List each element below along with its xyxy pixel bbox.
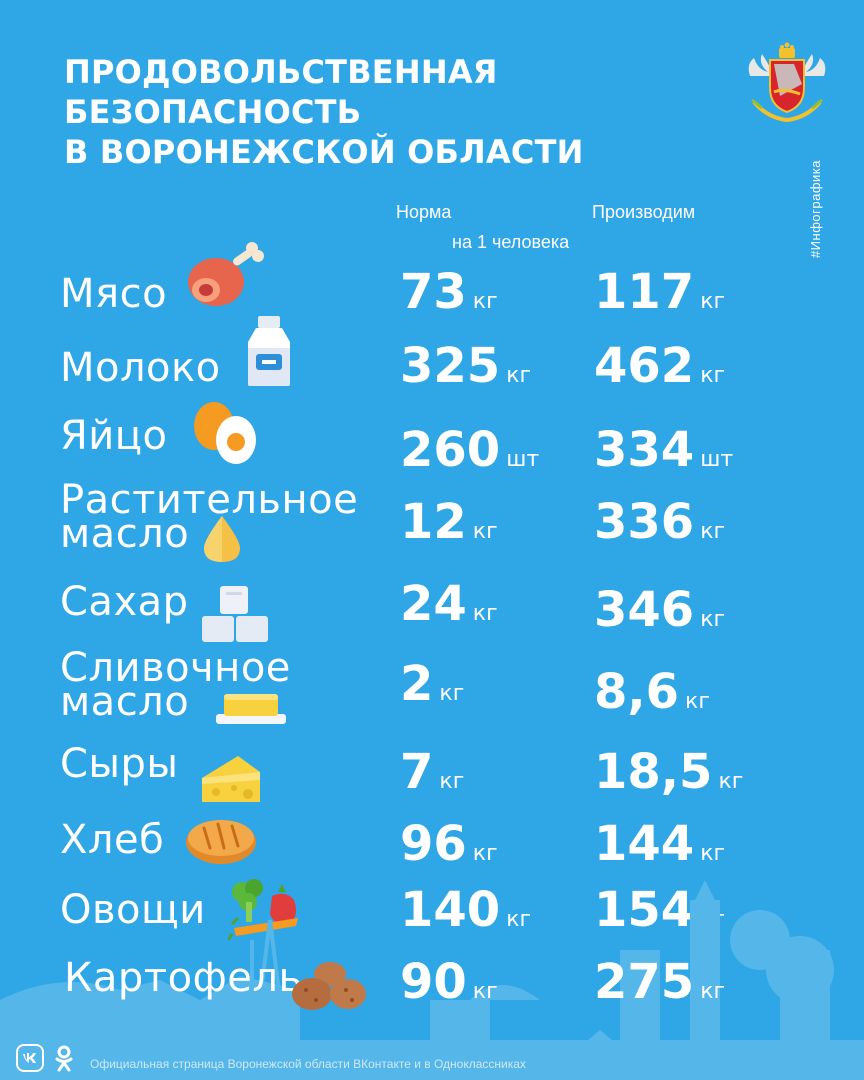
coat-of-arms-icon: [748, 42, 826, 123]
norm-value: 24 кг: [400, 580, 498, 638]
oil-drop-icon: [204, 516, 240, 562]
norm-value: 12 кг: [400, 498, 498, 556]
produce-value: 346 кг: [594, 586, 725, 644]
norm-unit: кг: [472, 289, 498, 314]
norm-value: 2 кг: [400, 660, 464, 718]
product-name: Яйцо: [60, 413, 168, 459]
norm-unit: кг: [439, 769, 465, 794]
produce-number: 144: [594, 816, 695, 872]
produce-value: 462 кг: [594, 342, 725, 400]
egg-icon: [194, 402, 256, 464]
potato-icon: [292, 962, 366, 1010]
produce-number: 154: [594, 882, 695, 938]
product-name: Мясо: [60, 271, 168, 317]
norm-unit: кг: [439, 681, 465, 706]
produce-value: 117 кг: [594, 268, 725, 326]
produce-unit: шт: [700, 447, 734, 472]
product-name-line-2: масло: [60, 511, 190, 557]
produce-unit: кг: [700, 841, 726, 866]
norm-number: 73: [400, 264, 467, 320]
norm-value: 140 кг: [400, 886, 531, 944]
produce-unit: кг: [700, 289, 726, 314]
column-produce-header: Производим: [592, 202, 696, 222]
norm-unit: кг: [506, 907, 532, 932]
norm-unit: кг: [472, 601, 498, 626]
produce-value: 334 шт: [594, 426, 733, 484]
column-norm-header: Норма: [396, 202, 452, 222]
product-name-line-2: масло: [60, 679, 190, 725]
produce-value: 336 кг: [594, 498, 725, 556]
page-title: ПРОДОВОЛЬСТВЕННАЯ БЕЗОПАСНОСТЬ В ВОРОНЕЖ…: [64, 52, 584, 172]
cheese-icon: [202, 756, 260, 802]
hashtag-label: #Инфографика: [808, 160, 823, 259]
produce-value: 144 кг: [594, 820, 725, 878]
norm-unit: кг: [472, 841, 498, 866]
odnoklassniki-icon[interactable]: [50, 1044, 78, 1072]
norm-number: 96: [400, 816, 467, 872]
produce-number: 462: [594, 338, 695, 394]
product-name: Сыры: [60, 741, 179, 787]
footer-text: Официальная страница Воронежской области…: [90, 1057, 526, 1071]
bread-icon: [186, 820, 256, 864]
product-name: Хлеб: [60, 817, 165, 863]
product-name: Растительное: [60, 477, 359, 523]
produce-unit: кг: [685, 689, 710, 714]
product-name: Сливочное: [60, 645, 291, 691]
milk-bottle-icon: [248, 316, 290, 386]
produce-value: 18,5 кг: [594, 748, 743, 806]
produce-number: 334: [594, 422, 695, 478]
vk-icon[interactable]: [16, 1044, 44, 1072]
norm-value: 96 кг: [400, 820, 498, 878]
norm-unit: кг: [472, 519, 498, 544]
norm-number: 325: [400, 338, 501, 394]
norm-unit: кг: [506, 363, 532, 388]
norm-unit: шт: [506, 447, 540, 472]
title-line-1: ПРОДОВОЛЬСТВЕННАЯ: [64, 53, 498, 91]
produce-number: 336: [594, 494, 695, 550]
butter-icon: [216, 694, 286, 724]
column-norm-subheader: на 1 человека: [452, 232, 570, 252]
norm-unit: кг: [472, 979, 498, 1004]
produce-unit: кг: [700, 363, 726, 388]
norm-value: 73 кг: [400, 268, 498, 326]
produce-value: 275 кг: [594, 958, 725, 1016]
norm-value: 90 кг: [400, 958, 498, 1016]
product-name: Овощи: [60, 887, 206, 933]
product-name: Молоко: [60, 345, 221, 391]
produce-value: 8,6 кг: [594, 668, 710, 726]
produce-number: 117: [594, 264, 695, 320]
norm-number: 24: [400, 576, 467, 632]
norm-value: 260 шт: [400, 426, 539, 484]
title-line-2: БЕЗОПАСНОСТЬ: [64, 93, 362, 131]
city-skyline-decoration: [0, 880, 864, 1080]
vegetables-icon: [228, 879, 298, 941]
norm-number: 12: [400, 494, 467, 550]
produce-number: 275: [594, 954, 695, 1010]
meat-leg-icon: [188, 242, 264, 306]
norm-number: 260: [400, 422, 501, 478]
produce-unit: кг: [700, 607, 726, 632]
produce-number: 18,5: [594, 744, 713, 800]
produce-number: 346: [594, 582, 695, 638]
product-name: Картофель: [64, 955, 303, 1001]
norm-number: 7: [400, 744, 434, 800]
norm-value: 7 кг: [400, 748, 464, 806]
norm-value: 325 кг: [400, 342, 531, 400]
produce-unit: кг: [700, 519, 726, 544]
norm-number: 2: [400, 656, 434, 712]
norm-number: 140: [400, 882, 501, 938]
product-name: Сахар: [60, 579, 189, 625]
produce-unit: кг: [718, 769, 744, 794]
produce-unit: кг: [700, 979, 726, 1004]
sugar-cubes-icon: [202, 586, 268, 642]
norm-number: 90: [400, 954, 467, 1010]
produce-number: 8,6: [594, 664, 680, 720]
title-line-3: В ВОРОНЕЖСКОЙ ОБЛАСТИ: [64, 133, 584, 171]
